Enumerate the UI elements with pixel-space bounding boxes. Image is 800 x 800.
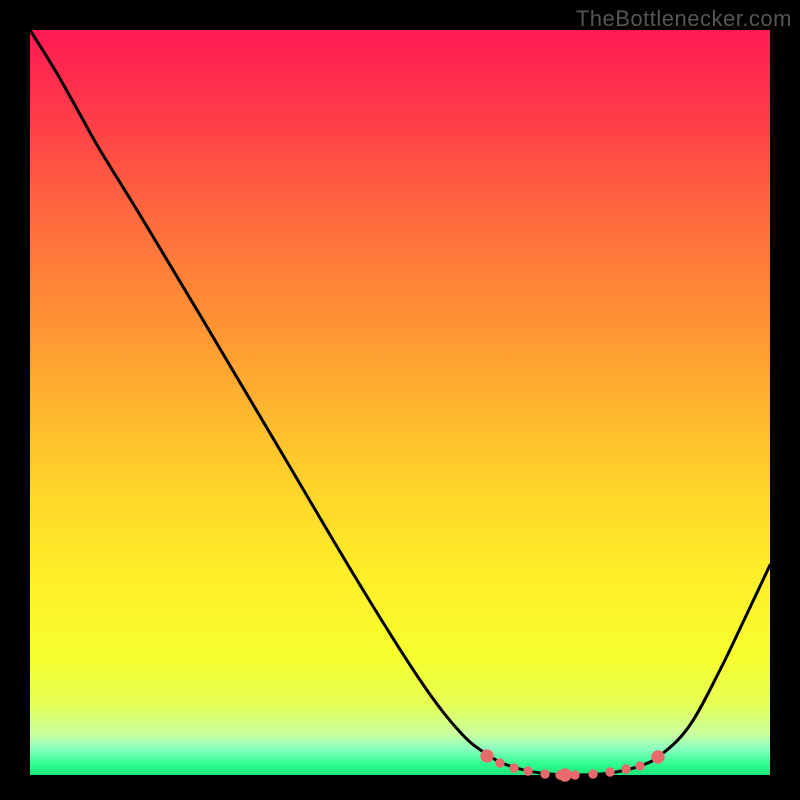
watermark-text: TheBottlenecker.com	[576, 6, 792, 32]
curve-marker	[496, 759, 504, 767]
chart-container: TheBottlenecker.com	[0, 0, 800, 800]
curve-marker	[571, 771, 579, 779]
curve-marker	[481, 750, 493, 762]
curve-marker	[622, 765, 630, 773]
bottleneck-curve-chart	[0, 0, 800, 800]
curve-marker	[559, 769, 571, 781]
curve-marker	[541, 770, 549, 778]
plot-background-gradient	[30, 30, 770, 775]
curve-marker	[636, 762, 644, 770]
curve-marker	[524, 767, 532, 775]
curve-marker	[652, 751, 664, 763]
curve-marker	[606, 768, 614, 776]
curve-marker	[589, 770, 597, 778]
curve-marker	[510, 764, 518, 772]
